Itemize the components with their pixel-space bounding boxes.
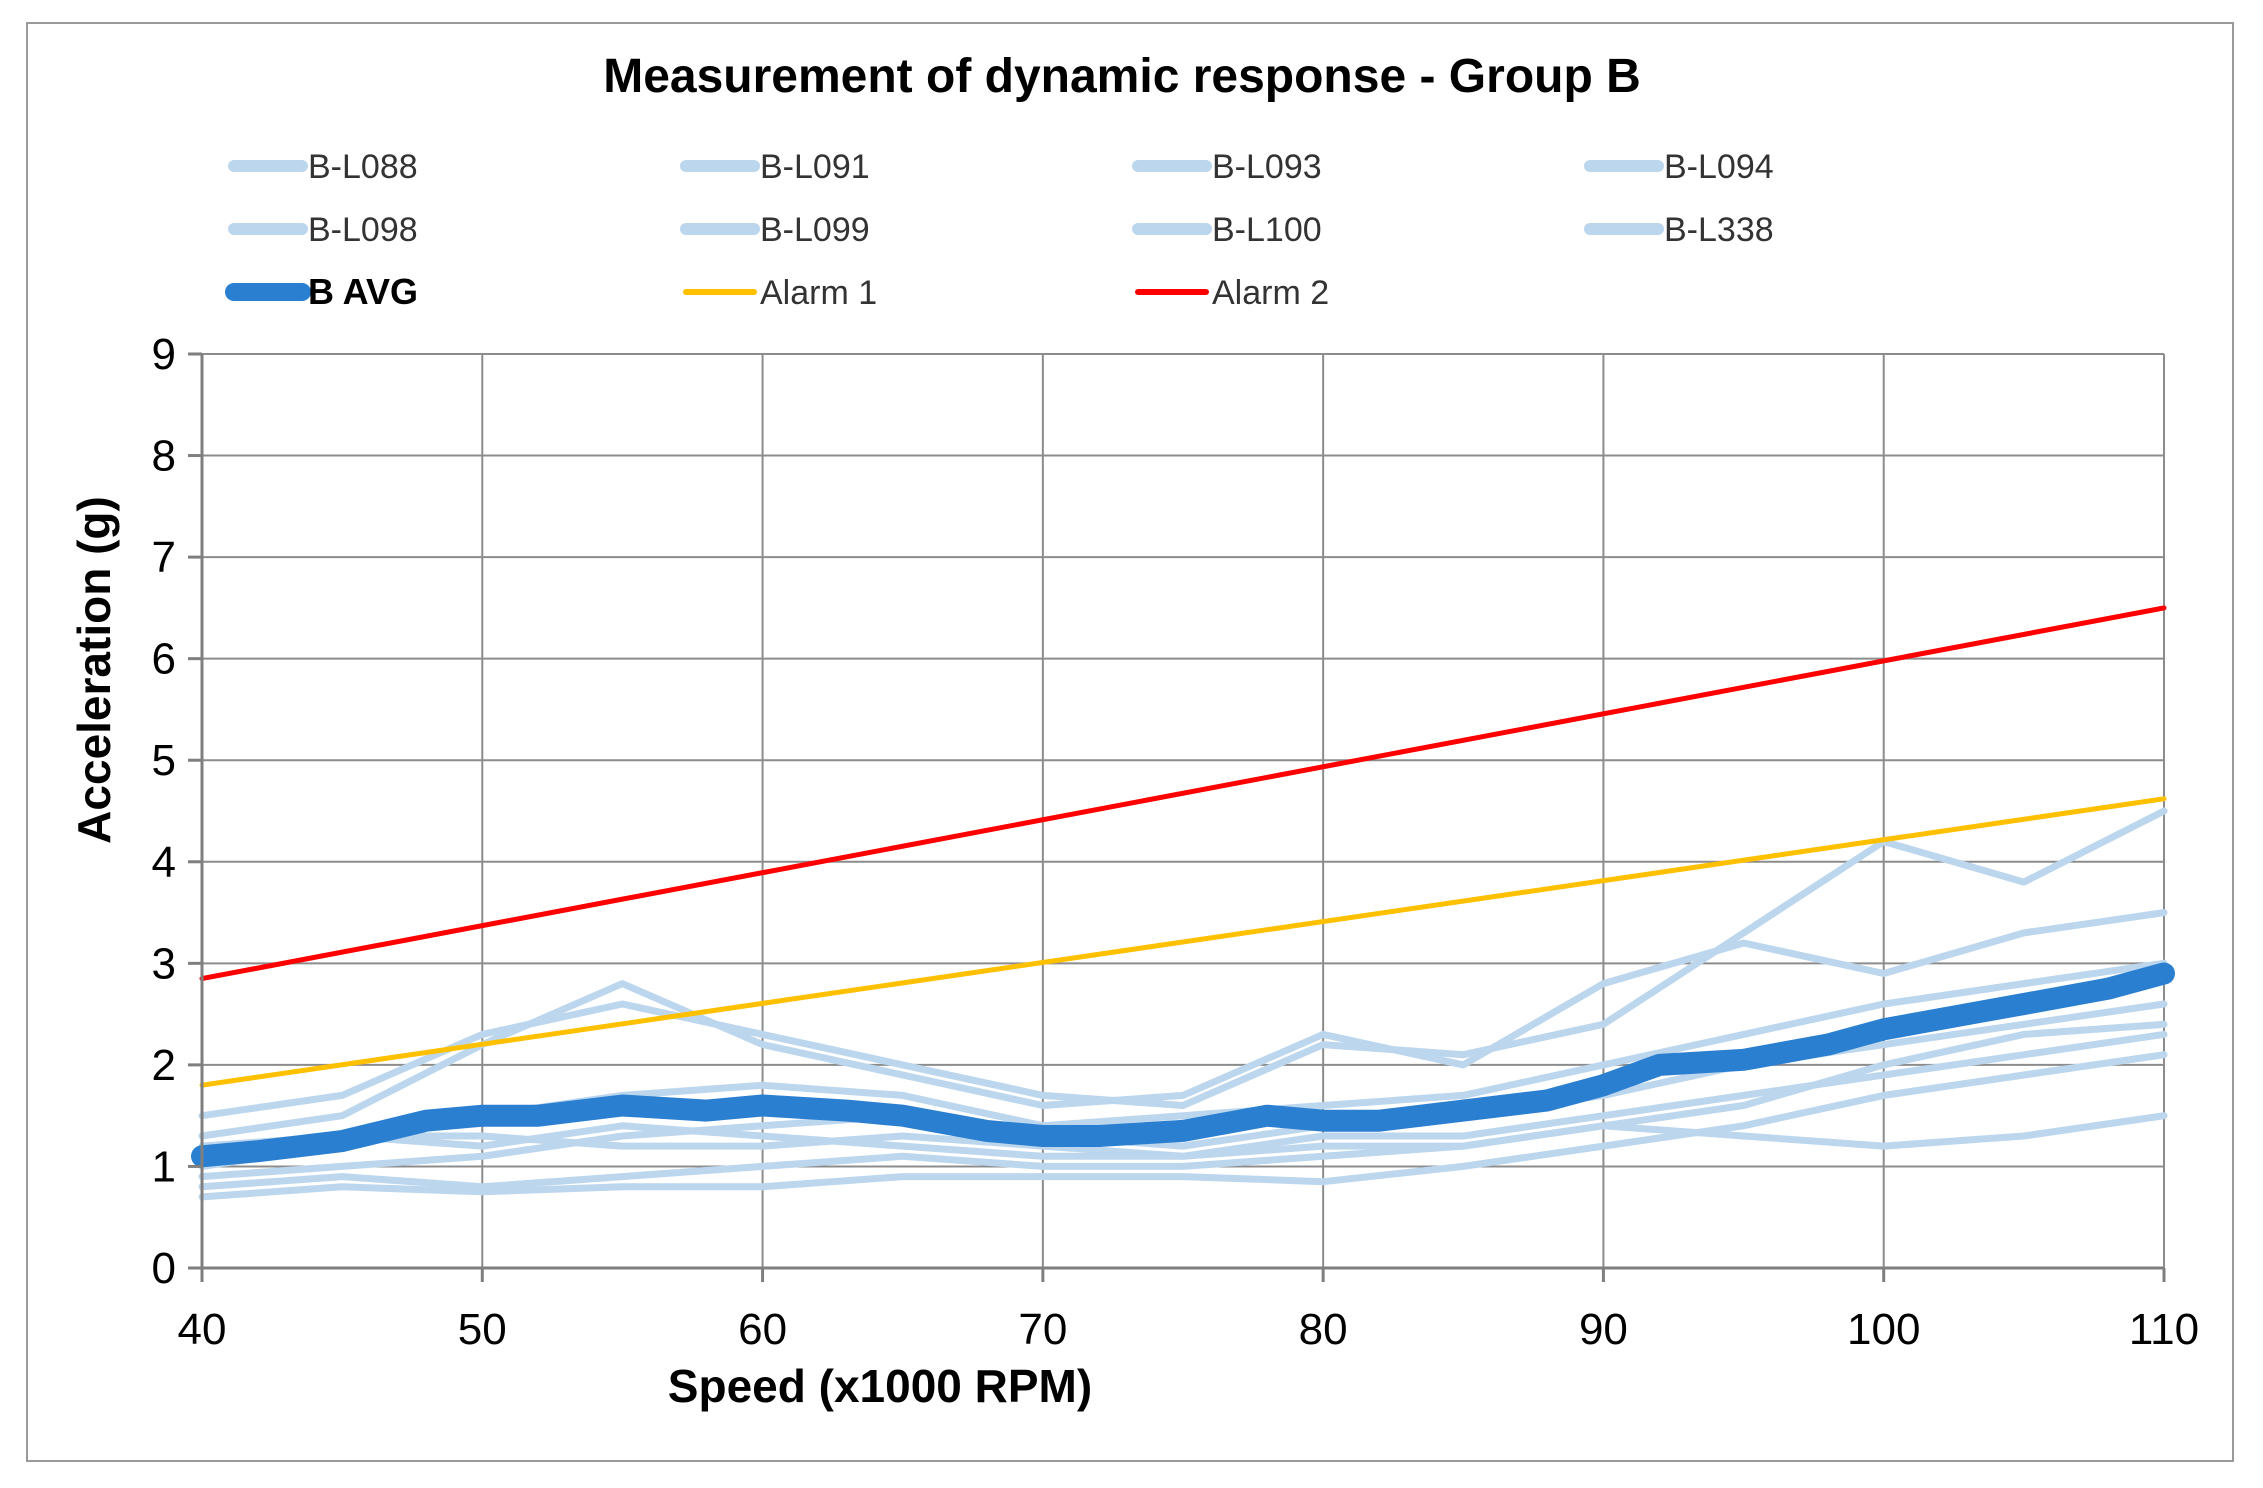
legend-label-b-l093: B-L093 <box>1212 148 1322 186</box>
x-tick-label-6: 100 <box>1847 1305 1920 1354</box>
chart-title: Measurement of dynamic response - Group … <box>603 50 1641 103</box>
y-axis-title: Acceleration (g) <box>68 496 120 844</box>
legend-label-b-l338: B-L338 <box>1664 211 1774 249</box>
legend-label-b-l091: B-L091 <box>760 148 870 186</box>
y-tick-label-1: 1 <box>152 1142 176 1191</box>
axes: 0 1 2 3 4 5 6 7 8 9 40 50 60 70 80 90 100 110 <box>152 330 2200 1354</box>
legend-label-alarm-2: Alarm 2 <box>1212 274 1329 312</box>
y-tick-label-7: 7 <box>152 533 176 582</box>
x-tick-label-2: 60 <box>738 1305 787 1354</box>
series-line-alarm-2 <box>199 605 2167 982</box>
x-tick-label-3: 70 <box>1018 1305 1067 1354</box>
legend-label-b-l100: B-L100 <box>1212 211 1322 249</box>
series-line-b-l099 <box>198 1051 2168 1201</box>
legend-label-b-l088: B-L088 <box>308 148 418 186</box>
legend-label-b-avg: B AVG <box>308 271 418 312</box>
x-axis-title: Speed (x1000 RPM) <box>668 1360 1092 1412</box>
x-tick-label-1: 50 <box>458 1305 507 1354</box>
y-tick-label-5: 5 <box>152 736 176 785</box>
x-tick-label-7: 110 <box>2129 1305 2199 1354</box>
legend: B-L088 B-L091 B-L093 B-L094 B-L098 B-L099 B-L1… <box>225 148 1774 312</box>
y-tick-label-0: 0 <box>152 1244 176 1293</box>
x-tick-label-5: 90 <box>1579 1305 1628 1354</box>
y-tick-label-8: 8 <box>152 432 176 481</box>
legend-label-b-l094: B-L094 <box>1664 148 1774 186</box>
chart-frame: Measurement of dynamic response - Group … <box>26 22 2234 1462</box>
y-tick-label-2: 2 <box>152 1041 176 1090</box>
plot-series <box>191 605 2175 1201</box>
series-line-b-avg <box>191 962 2175 1168</box>
series-line-b-l338 <box>198 1112 2168 1160</box>
y-tick-label-3: 3 <box>152 939 176 988</box>
y-tick-label-4: 4 <box>152 838 176 887</box>
x-tick-label-4: 80 <box>1299 1305 1348 1354</box>
legend-label-b-l099: B-L099 <box>760 211 870 249</box>
series-line-b-l091 <box>198 909 2168 1140</box>
y-tick-label-6: 6 <box>152 635 176 684</box>
y-tick-label-9: 9 <box>152 330 176 379</box>
legend-label-b-l098: B-L098 <box>308 211 418 249</box>
legend-label-alarm-1: Alarm 1 <box>760 274 877 312</box>
series-line-alarm-1 <box>199 796 2167 1088</box>
chart-svg: Measurement of dynamic response - Group … <box>68 50 2200 1412</box>
x-tick-label-0: 40 <box>178 1305 227 1354</box>
